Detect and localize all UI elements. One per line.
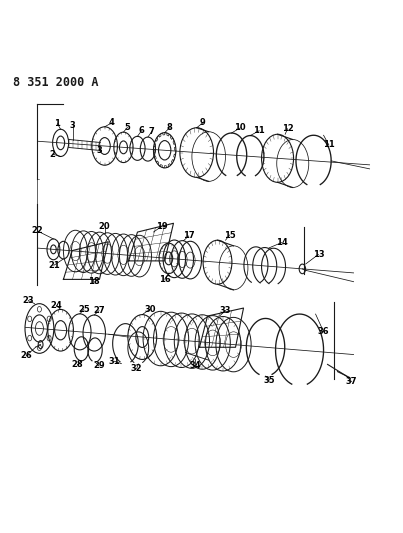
Text: 33: 33 <box>220 306 231 315</box>
Text: 4: 4 <box>109 118 115 127</box>
Text: 23: 23 <box>23 296 34 305</box>
Text: 27: 27 <box>93 306 105 315</box>
Text: 21: 21 <box>48 261 60 270</box>
Text: 16: 16 <box>159 274 170 284</box>
Text: 6: 6 <box>139 126 144 135</box>
Text: 24: 24 <box>51 301 62 310</box>
Text: 30: 30 <box>145 304 156 313</box>
Text: 22: 22 <box>31 227 43 236</box>
Text: 18: 18 <box>87 277 99 286</box>
Text: 36: 36 <box>318 327 329 336</box>
Text: 26: 26 <box>20 351 32 360</box>
Text: 3: 3 <box>70 121 75 130</box>
Text: 34: 34 <box>189 361 201 370</box>
Text: 13: 13 <box>313 250 324 259</box>
Text: 1: 1 <box>54 119 60 128</box>
Text: 29: 29 <box>93 361 105 370</box>
Text: 20: 20 <box>99 222 110 231</box>
Text: 11: 11 <box>323 140 334 149</box>
Text: 25: 25 <box>78 305 90 314</box>
Text: 17: 17 <box>183 231 195 240</box>
Text: 7: 7 <box>149 127 155 136</box>
Text: 2: 2 <box>50 150 56 159</box>
Text: 10: 10 <box>235 123 246 132</box>
Text: 9: 9 <box>200 118 206 127</box>
Text: 8: 8 <box>166 123 172 132</box>
Text: 28: 28 <box>72 360 83 369</box>
Text: 37: 37 <box>346 377 357 386</box>
Text: 15: 15 <box>224 230 235 239</box>
Text: 12: 12 <box>282 124 293 133</box>
Text: 35: 35 <box>264 376 275 385</box>
Text: 8 351 2000 A: 8 351 2000 A <box>13 76 99 90</box>
Text: 11: 11 <box>253 126 265 135</box>
Text: 31: 31 <box>108 357 120 366</box>
Text: 19: 19 <box>156 222 167 231</box>
Text: 5: 5 <box>125 123 131 132</box>
Text: 3: 3 <box>97 146 102 155</box>
Text: 14: 14 <box>276 238 287 247</box>
Text: 32: 32 <box>131 364 143 373</box>
